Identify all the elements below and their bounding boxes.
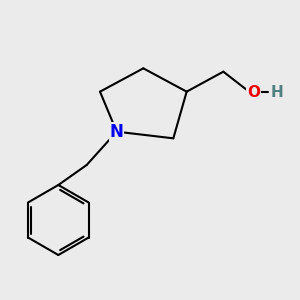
Text: N: N [110,123,124,141]
Text: O: O [247,85,260,100]
Text: H: H [270,85,283,100]
